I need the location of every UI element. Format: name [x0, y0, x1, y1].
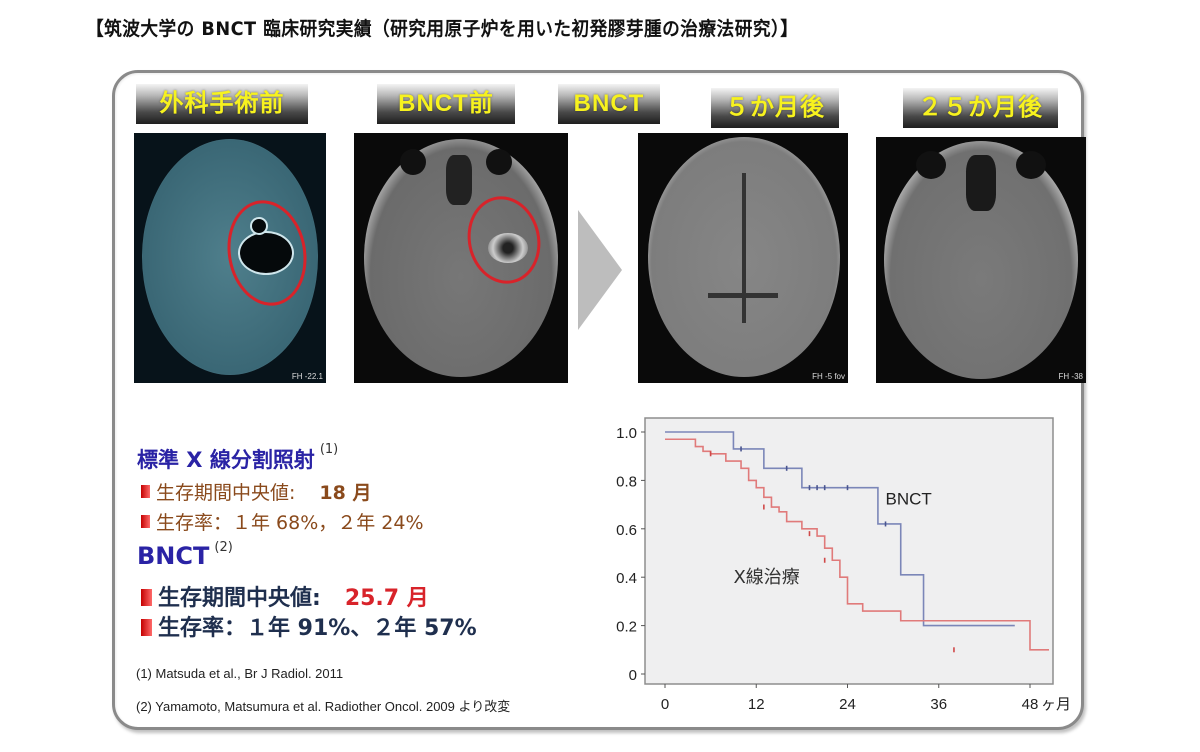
bnct-survival: 生存率：１年 91%、２年 57% [141, 610, 477, 642]
xray-median: 生存期間中央値: 18 月 [141, 478, 371, 505]
x-tick-label: 36 [930, 696, 947, 713]
censor-marks [709, 446, 955, 653]
y-tick-label: 0.8 [616, 473, 637, 490]
bullet-square-icon [141, 485, 150, 498]
reference-1: (1) Matsuda et al., Br J Radiol. 2011 [136, 666, 344, 681]
xray-curve-label: X線治療 [733, 567, 799, 588]
mri-pre-surgery: FH -22.1 [134, 133, 326, 383]
arrow-right-icon [578, 210, 622, 330]
x-unit-label: ヶ月 [1041, 695, 1071, 713]
y-tick-label: 0.6 [616, 522, 637, 539]
bullet-square-icon [141, 618, 152, 636]
page-title: 【筑波大学の BNCT 臨床研究実績（研究用原子炉を用いた初発膠芽腫の治療法研究… [86, 18, 799, 40]
bullet-square-icon [141, 588, 152, 606]
xray-heading: 標準 X 線分割照射 (1) [137, 442, 339, 472]
y-tick-label: 0.4 [616, 570, 637, 587]
bnct-curve-label: BNCT [886, 490, 932, 509]
y-tick-label: 0 [629, 667, 637, 684]
label-25-months: ２５か月後 [903, 88, 1058, 128]
x-tick-label: 48 [1022, 696, 1039, 713]
ref-marker-1: (1) [319, 442, 339, 457]
mri-25-months: FH -38 [876, 137, 1086, 383]
y-tick-label: 1.0 [616, 425, 637, 442]
label-pre-bnct: BNCT前 [377, 84, 515, 124]
mri-pre-bnct [354, 133, 568, 383]
plot-area [644, 417, 1054, 685]
x-tick-label: 12 [748, 696, 765, 713]
x-tick-label: 0 [661, 696, 669, 713]
label-pre-surgery: 外科手術前 [136, 84, 308, 124]
x-tick-label: 24 [839, 696, 856, 713]
xray-curve [665, 438, 1050, 651]
bullet-square-icon [141, 515, 150, 528]
survival-chart: 0 0.2 0.4 0.6 0.8 1.0 0 12 24 36 48 ヶ月 BNCT X線治療 [616, 417, 1071, 713]
reference-2: (2) Yamamoto, Matsumura et al. Radiother… [136, 699, 511, 714]
x-axis: 0 12 24 36 48 ヶ月 [661, 684, 1071, 713]
bnct-median: 生存期間中央値: 25.7 月 [141, 580, 429, 612]
y-tick-label: 0.2 [616, 619, 637, 636]
bnct-heading: BNCT (2) [137, 540, 233, 570]
label-5-months: ５か月後 [711, 88, 839, 128]
xray-survival: 生存率：１年 68%，２年 24% [141, 508, 424, 535]
ref-marker-2: (2) [214, 540, 233, 555]
y-axis: 0 0.2 0.4 0.6 0.8 1.0 [616, 425, 645, 684]
mri-5-months: FH -5 fov [638, 133, 848, 383]
label-bnct: BNCT [558, 84, 660, 124]
bnct-curve [665, 431, 1015, 627]
